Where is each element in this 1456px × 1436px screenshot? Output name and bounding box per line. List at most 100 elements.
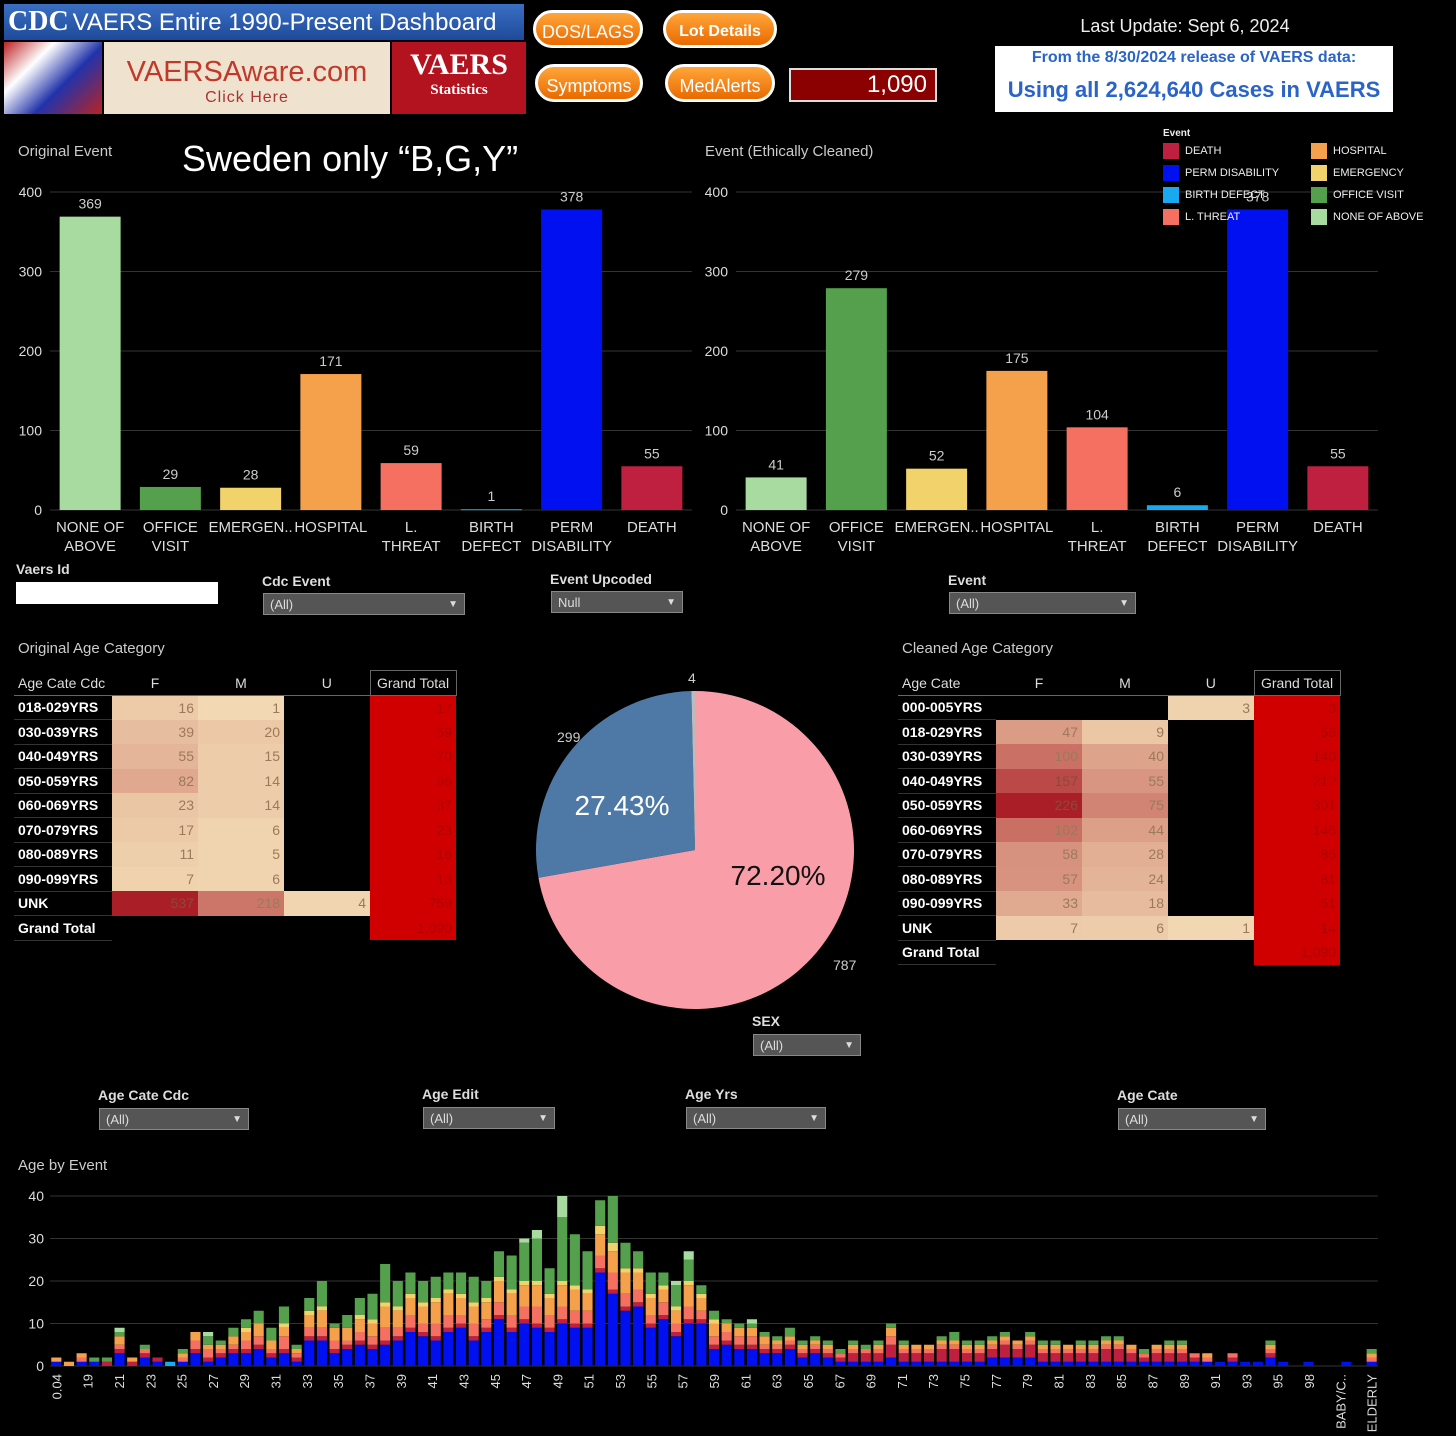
stack-segment[interactable] xyxy=(418,1336,429,1366)
stack-segment[interactable] xyxy=(531,1327,542,1366)
stack-segment[interactable] xyxy=(392,1340,403,1367)
stack-segment[interactable] xyxy=(848,1349,859,1354)
stack-segment[interactable] xyxy=(620,1306,631,1311)
stack-segment[interactable] xyxy=(595,1255,606,1269)
lot-details-button[interactable]: Lot Details xyxy=(663,10,777,48)
stack-segment[interactable] xyxy=(772,1340,783,1345)
stack-segment[interactable] xyxy=(329,1340,340,1350)
stack-segment[interactable] xyxy=(531,1281,542,1286)
bar[interactable] xyxy=(460,509,522,511)
stack-segment[interactable] xyxy=(987,1357,998,1367)
stack-segment[interactable] xyxy=(683,1281,694,1286)
stack-segment[interactable] xyxy=(582,1251,593,1290)
stack-segment[interactable] xyxy=(89,1361,100,1366)
stack-segment[interactable] xyxy=(886,1323,897,1328)
stack-segment[interactable] xyxy=(784,1340,795,1345)
stack-segment[interactable] xyxy=(746,1336,758,1345)
stack-segment[interactable] xyxy=(911,1344,922,1349)
stack-segment[interactable] xyxy=(898,1340,909,1345)
stack-segment[interactable] xyxy=(835,1357,846,1362)
stack-segment[interactable] xyxy=(240,1340,252,1350)
stack-segment[interactable] xyxy=(392,1336,403,1341)
stack-segment[interactable] xyxy=(1012,1340,1023,1345)
stack-segment[interactable] xyxy=(1176,1353,1188,1362)
stack-segment[interactable] xyxy=(810,1349,821,1354)
stack-segment[interactable] xyxy=(746,1327,758,1337)
stack-segment[interactable] xyxy=(139,1353,150,1358)
stack-segment[interactable] xyxy=(316,1310,327,1328)
stack-segment[interactable] xyxy=(291,1349,302,1354)
pie-slice[interactable] xyxy=(536,691,695,878)
stack-segment[interactable] xyxy=(898,1349,909,1354)
stack-segment[interactable] xyxy=(1341,1361,1352,1366)
stack-segment[interactable] xyxy=(848,1344,859,1349)
stack-segment[interactable] xyxy=(1366,1357,1377,1362)
stack-segment[interactable] xyxy=(759,1332,770,1337)
stack-segment[interactable] xyxy=(696,1285,707,1294)
stack-segment[interactable] xyxy=(557,1196,568,1218)
stack-segment[interactable] xyxy=(1025,1357,1036,1367)
stack-segment[interactable] xyxy=(1126,1361,1137,1366)
stack-segment[interactable] xyxy=(127,1357,138,1362)
stack-segment[interactable] xyxy=(215,1344,226,1349)
stack-segment[interactable] xyxy=(1151,1353,1162,1362)
stack-segment[interactable] xyxy=(531,1230,542,1239)
stack-segment[interactable] xyxy=(923,1353,935,1362)
stack-segment[interactable] xyxy=(886,1336,897,1345)
stack-segment[interactable] xyxy=(405,1298,416,1315)
stack-segment[interactable] xyxy=(481,1281,492,1298)
stack-segment[interactable] xyxy=(557,1281,568,1286)
vaersaware-link[interactable]: VAERSAware.com Click Here xyxy=(104,42,390,114)
stack-segment[interactable] xyxy=(670,1323,682,1333)
age-edit-dropdown[interactable]: (All) ▼ xyxy=(423,1107,555,1129)
stack-segment[interactable] xyxy=(860,1361,871,1366)
stack-segment[interactable] xyxy=(1012,1344,1023,1349)
stack-segment[interactable] xyxy=(278,1323,290,1328)
stack-segment[interactable] xyxy=(923,1344,935,1349)
stack-segment[interactable] xyxy=(557,1217,568,1281)
stack-segment[interactable] xyxy=(607,1251,618,1273)
stack-segment[interactable] xyxy=(595,1200,606,1226)
stack-segment[interactable] xyxy=(721,1319,732,1324)
stack-segment[interactable] xyxy=(493,1302,505,1315)
stack-segment[interactable] xyxy=(987,1336,998,1341)
stack-segment[interactable] xyxy=(1050,1344,1061,1349)
stack-segment[interactable] xyxy=(1050,1353,1061,1362)
stack-segment[interactable] xyxy=(455,1323,467,1328)
stack-segment[interactable] xyxy=(759,1353,770,1366)
stack-segment[interactable] xyxy=(1088,1361,1099,1366)
stack-segment[interactable] xyxy=(203,1336,214,1345)
age-cate-dropdown[interactable]: (All) ▼ xyxy=(1118,1108,1266,1130)
stack-segment[interactable] xyxy=(430,1298,441,1303)
stack-segment[interactable] xyxy=(1063,1349,1074,1354)
stack-segment[interactable] xyxy=(721,1340,732,1345)
stack-segment[interactable] xyxy=(506,1315,517,1328)
stack-segment[interactable] xyxy=(139,1357,150,1367)
age-yrs-dropdown[interactable]: (All) ▼ xyxy=(686,1107,826,1129)
stack-segment[interactable] xyxy=(1366,1353,1377,1358)
stack-segment[interactable] xyxy=(1164,1353,1175,1362)
stack-segment[interactable] xyxy=(696,1293,707,1298)
stack-segment[interactable] xyxy=(721,1332,732,1341)
stack-segment[interactable] xyxy=(1088,1344,1099,1349)
stack-segment[interactable] xyxy=(304,1298,315,1311)
stack-segment[interactable] xyxy=(228,1349,239,1354)
stack-segment[interactable] xyxy=(949,1340,960,1345)
stack-segment[interactable] xyxy=(304,1340,315,1367)
stack-segment[interactable] xyxy=(696,1298,707,1311)
stack-segment[interactable] xyxy=(683,1319,694,1324)
stack-segment[interactable] xyxy=(1164,1361,1175,1366)
bar[interactable] xyxy=(621,466,683,510)
stack-segment[interactable] xyxy=(278,1327,290,1337)
stack-segment[interactable] xyxy=(974,1344,985,1349)
stack-segment[interactable] xyxy=(1265,1344,1276,1349)
stack-segment[interactable] xyxy=(734,1323,745,1328)
stack-segment[interactable] xyxy=(645,1272,656,1294)
bar[interactable] xyxy=(380,463,442,510)
stack-segment[interactable] xyxy=(633,1272,644,1290)
stack-segment[interactable] xyxy=(999,1344,1010,1358)
stack-segment[interactable] xyxy=(114,1327,125,1332)
stack-segment[interactable] xyxy=(1265,1349,1276,1354)
stack-segment[interactable] xyxy=(278,1353,290,1366)
stack-segment[interactable] xyxy=(177,1361,188,1366)
